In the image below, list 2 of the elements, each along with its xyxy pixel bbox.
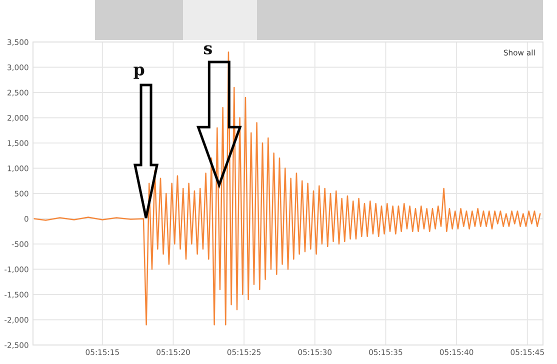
annotation: s bbox=[204, 45, 212, 54]
annotation: p bbox=[134, 66, 144, 79]
